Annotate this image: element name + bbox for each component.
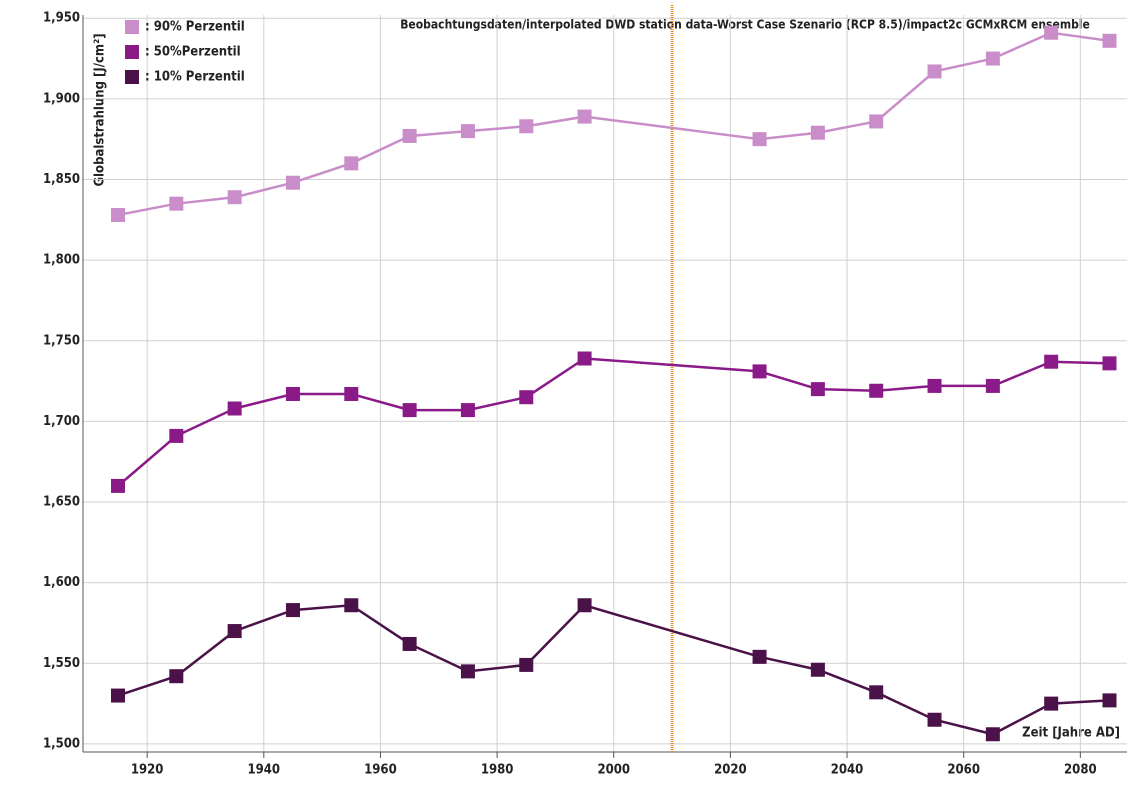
x-tick-label: 2080 (1064, 763, 1097, 778)
y-tick-label: 1,900 (43, 91, 80, 106)
legend-swatch (125, 45, 139, 59)
data-point (227, 624, 242, 639)
data-point (344, 598, 359, 613)
y-tick-label: 1,800 (43, 253, 80, 268)
data-point (577, 109, 592, 124)
x-tick-label: 2020 (714, 763, 747, 778)
x-tick-label: 1920 (131, 763, 164, 778)
data-point (344, 386, 359, 401)
y-tick-label: 1,650 (43, 495, 80, 510)
data-point (110, 207, 125, 222)
y-tick-label: 1,600 (43, 575, 80, 590)
data-point (1102, 33, 1117, 48)
data-point (810, 382, 825, 397)
data-point (927, 712, 942, 727)
data-point (810, 125, 825, 140)
data-point (985, 378, 1000, 393)
data-point (752, 132, 767, 147)
data-point (285, 386, 300, 401)
data-point (285, 175, 300, 190)
data-point (285, 603, 300, 618)
y-tick-label: 1,850 (43, 172, 80, 187)
x-axis-label: Zeit [Jahre AD] (1022, 726, 1120, 741)
data-point (460, 124, 475, 139)
data-point (985, 51, 1000, 66)
legend-label: : 90% Perzentil (145, 20, 245, 35)
data-point (460, 664, 475, 679)
data-point (110, 478, 125, 493)
data-point (577, 351, 592, 366)
x-tick-label: 2040 (831, 763, 864, 778)
data-point (402, 403, 417, 418)
data-point (869, 383, 884, 398)
y-tick-label: 1,700 (43, 414, 80, 429)
data-point (460, 403, 475, 418)
data-point (227, 190, 242, 205)
x-tick-label: 1980 (481, 763, 514, 778)
data-point (869, 685, 884, 700)
data-point (927, 378, 942, 393)
y-tick-label: 1,750 (43, 333, 80, 348)
data-point (344, 156, 359, 171)
data-point (402, 636, 417, 651)
legend-swatch (125, 70, 139, 84)
series-line (117, 357, 1110, 487)
chart-title: Beobachtungsdaten/interpolated DWD stati… (400, 18, 1090, 32)
data-point (1044, 696, 1059, 711)
data-point (1044, 25, 1059, 40)
series-line (117, 31, 1110, 217)
y-axis-label: Globalstrahlung [J/cm²] (93, 33, 108, 186)
data-point (169, 196, 184, 211)
x-tick-label: 1960 (364, 763, 397, 778)
data-point (577, 598, 592, 613)
data-point (752, 364, 767, 379)
x-tick-label: 1940 (248, 763, 281, 778)
data-point (402, 128, 417, 143)
data-point (519, 119, 534, 134)
data-point (1102, 693, 1117, 708)
x-tick-label: 2000 (597, 763, 630, 778)
y-tick-label: 1,550 (43, 656, 80, 671)
data-point (169, 669, 184, 684)
series-line (117, 603, 1110, 736)
legend-label: : 50%Perzentil (145, 45, 241, 60)
data-point (927, 64, 942, 79)
data-point (169, 428, 184, 443)
data-point (519, 657, 534, 672)
data-point (1044, 354, 1059, 369)
data-point (810, 662, 825, 677)
data-point (869, 114, 884, 129)
data-point (752, 649, 767, 664)
y-tick-label: 1,500 (43, 736, 80, 751)
data-point (519, 390, 534, 405)
data-point (110, 688, 125, 703)
legend-label: : 10% Perzentil (145, 70, 245, 85)
data-point (985, 727, 1000, 742)
x-tick-label: 2060 (947, 763, 980, 778)
data-point (1102, 356, 1117, 371)
data-point (227, 401, 242, 416)
y-tick-label: 1,950 (43, 11, 80, 26)
legend-swatch (125, 20, 139, 34)
